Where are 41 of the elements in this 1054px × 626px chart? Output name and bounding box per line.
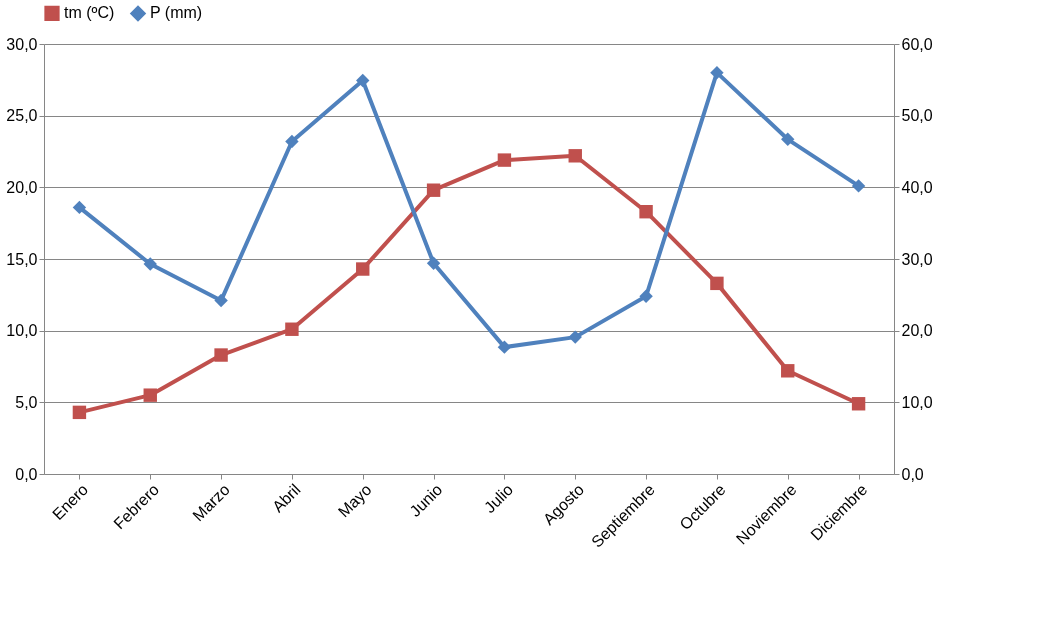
point xyxy=(72,405,87,420)
y-tick-label: 30,0 xyxy=(6,35,38,53)
y2-tick-label: 30,0 xyxy=(901,250,933,268)
x-tick-label: Julio xyxy=(480,480,517,517)
point xyxy=(639,289,653,303)
point xyxy=(497,153,512,167)
point xyxy=(143,257,157,271)
legend-label: P (mm) xyxy=(150,4,203,22)
y-tick-label: 20,0 xyxy=(6,178,38,196)
y2-tick-label: 10,0 xyxy=(901,393,933,411)
point xyxy=(285,134,299,149)
y2-tick-label: 0,0 xyxy=(901,465,924,483)
point xyxy=(639,204,653,219)
y-tick-label: 15,0 xyxy=(6,250,38,268)
y-tick-label: 5,0 xyxy=(15,393,38,411)
point xyxy=(426,256,441,271)
point xyxy=(285,322,299,336)
legend-label: tm (ºC) xyxy=(64,4,115,22)
y2-tick-label: 60,0 xyxy=(901,35,933,53)
point xyxy=(356,73,370,88)
y2-tick-label: 50,0 xyxy=(901,107,933,125)
point xyxy=(568,149,582,163)
point xyxy=(851,179,866,193)
point xyxy=(497,340,512,354)
point xyxy=(710,65,724,80)
y2-tick-label: 20,0 xyxy=(901,322,933,340)
y-tick-label: 25,0 xyxy=(6,107,38,125)
point xyxy=(214,348,228,362)
point xyxy=(781,132,795,147)
point xyxy=(356,262,370,276)
point xyxy=(426,183,441,197)
y-tick-label: 10,0 xyxy=(6,322,38,340)
point xyxy=(851,397,866,411)
point xyxy=(143,388,157,402)
point xyxy=(214,293,228,308)
point xyxy=(568,330,582,344)
point xyxy=(781,364,795,378)
y-tick-label: 0,0 xyxy=(15,465,38,483)
y2-tick-label: 40,0 xyxy=(901,178,933,196)
point xyxy=(710,276,724,291)
point xyxy=(72,200,87,215)
